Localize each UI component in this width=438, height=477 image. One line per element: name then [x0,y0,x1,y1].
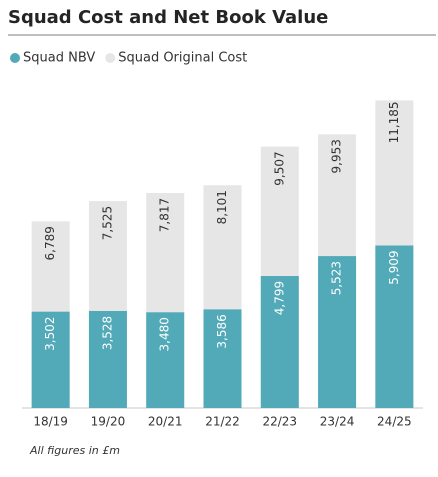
bar [260,276,299,408]
bar [203,309,242,408]
x-tick-label: 24/25 [377,415,412,429]
data-label: 3,502 [43,317,57,351]
data-label: 9,953 [330,139,344,173]
data-label: 3,480 [158,317,172,351]
legend-swatch [105,53,116,63]
x-tick-label: 19/20 [91,415,126,429]
legend-label: Squad Original Cost [118,51,247,66]
bar [318,256,357,408]
bar [88,310,127,408]
chart-title: Squad Cost and Net Book Value [8,7,328,28]
bar [146,312,185,408]
footnote: All figures in £m [29,444,120,457]
data-label: 8,101 [215,190,229,224]
legend: Squad NBV Squad Original Cost [10,51,247,66]
data-label: 3,528 [100,316,114,350]
data-label: 5,523 [330,261,344,295]
bar [31,311,70,408]
data-label: 5,909 [387,250,401,284]
data-label: 7,817 [158,198,172,232]
data-label: 9,507 [272,151,286,185]
x-tick-label: 18/19 [33,415,68,429]
data-label: 11,185 [387,101,401,143]
x-tick-label: 21/22 [205,415,240,429]
x-tick-label: 23/24 [320,415,355,429]
data-label: 3,586 [215,314,229,348]
x-tick-label: 20/21 [148,415,183,429]
data-label: 4,799 [272,281,286,315]
bar [375,245,414,408]
data-label: 6,789 [43,226,57,260]
legend-swatch [10,53,20,63]
x-tick-label: 22/23 [262,415,297,429]
data-label: 7,525 [100,206,114,240]
legend-label: Squad NBV [23,51,95,66]
